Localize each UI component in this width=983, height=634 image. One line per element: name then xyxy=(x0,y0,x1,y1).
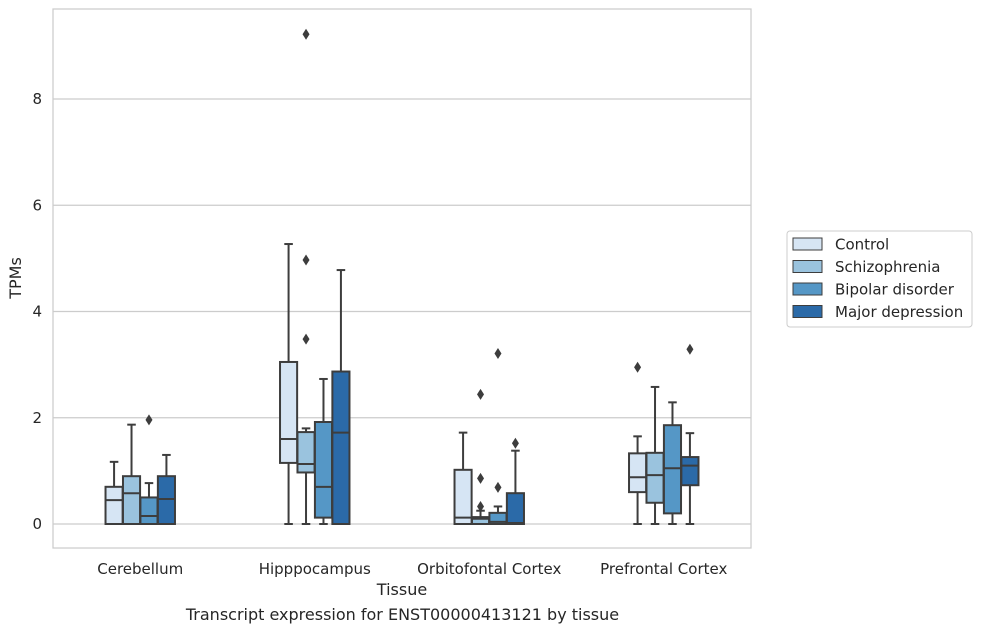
box-3-1 xyxy=(645,385,665,525)
box-1-3 xyxy=(331,269,351,525)
legend-label: Bipolar disorder xyxy=(835,281,955,299)
box-0-1 xyxy=(121,423,142,525)
outlier-point xyxy=(494,347,502,359)
box-3-0 xyxy=(628,361,648,525)
box-1-1 xyxy=(296,28,316,525)
box-3-3 xyxy=(680,343,700,525)
legend-swatch xyxy=(792,237,823,251)
outlier-point xyxy=(634,361,642,373)
box-0-2 xyxy=(139,414,159,525)
legend-swatch xyxy=(792,305,823,318)
box-2-1 xyxy=(470,388,491,525)
outlier-point xyxy=(511,437,519,449)
legend-label: Control xyxy=(835,236,889,254)
box-1-0 xyxy=(279,243,299,525)
outlier-point xyxy=(302,333,310,345)
outlier-point xyxy=(302,28,310,40)
x-axis-title: Tissue xyxy=(376,580,427,599)
boxes xyxy=(104,28,700,525)
box-2-0 xyxy=(453,431,473,525)
y-tick-label: 8 xyxy=(32,90,42,108)
box-body xyxy=(104,485,124,525)
box-1-2 xyxy=(313,377,334,525)
y-tick-label: 4 xyxy=(32,303,42,321)
box-0-0 xyxy=(104,460,124,525)
outlier-point xyxy=(477,388,485,400)
figure-caption: Transcript expression for ENST0000041312… xyxy=(185,605,620,624)
box-body xyxy=(628,452,648,494)
legend-frame xyxy=(786,230,973,328)
outlier-point xyxy=(477,472,485,484)
x-tick-label: Prefrontal Cortex xyxy=(600,560,727,578)
outlier-point xyxy=(302,254,310,266)
box-body xyxy=(662,424,683,515)
x-tick-label: Hipppocampus xyxy=(259,560,371,578)
legend-swatch xyxy=(792,282,823,296)
box-body xyxy=(645,451,665,504)
y-tick-label: 0 xyxy=(32,515,42,533)
legend-label: Major depression xyxy=(835,303,963,321)
legend-swatch xyxy=(792,260,823,273)
x-tick-label: Orbitofontal Cortex xyxy=(417,560,561,578)
plot-frame xyxy=(52,8,752,549)
box-body xyxy=(453,468,473,525)
box-body xyxy=(121,475,142,525)
outlier-point xyxy=(145,414,153,426)
outlier-point xyxy=(477,500,485,512)
y-tick-labels: 0 2 4 6 8 xyxy=(32,90,42,533)
x-tick-labels: Cerebellum Hipppocampus Orbitofontal Corte… xyxy=(97,560,727,578)
box-body xyxy=(680,456,700,487)
y-tick-label: 6 xyxy=(32,196,42,214)
box-body xyxy=(331,370,351,525)
box-body xyxy=(156,475,176,525)
legend-label: Schizophrenia xyxy=(835,258,940,276)
box-body xyxy=(505,492,525,525)
legend: Control Schizophrenia Bipolar disorder Majo… xyxy=(786,230,973,328)
box-body xyxy=(296,431,316,474)
box-body xyxy=(313,421,334,519)
outlier-point xyxy=(686,343,694,355)
box-3-2 xyxy=(662,401,683,525)
box-0-3 xyxy=(156,453,176,525)
outlier-point xyxy=(494,481,502,493)
y-tick-label: 2 xyxy=(32,409,42,427)
box-body xyxy=(139,496,159,525)
box-body xyxy=(279,360,299,464)
box-2-3 xyxy=(505,437,525,525)
y-axis-title: TPMs xyxy=(6,257,25,300)
box-2-2 xyxy=(488,347,508,525)
x-tick-label: Cerebellum xyxy=(97,560,183,578)
